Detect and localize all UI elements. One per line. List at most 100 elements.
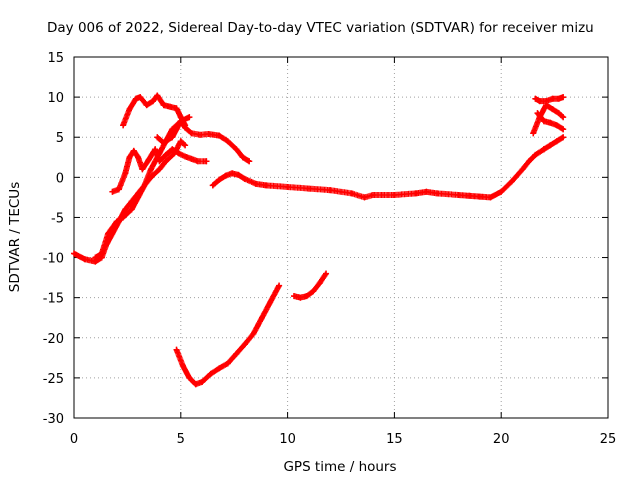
data-point <box>263 182 270 189</box>
data-point <box>109 188 116 195</box>
data-point <box>370 191 377 198</box>
grid <box>74 57 608 418</box>
data-point <box>303 293 310 300</box>
data-point <box>156 166 163 173</box>
x-tick-label: 25 <box>600 432 617 447</box>
data-point <box>169 134 176 141</box>
data-point <box>555 95 562 102</box>
data-point <box>216 365 223 372</box>
data-point <box>246 158 253 165</box>
data-point <box>348 190 355 197</box>
series-markers <box>173 282 283 388</box>
data-point <box>323 270 330 277</box>
x-tick-label: 0 <box>70 432 78 447</box>
data-point <box>152 146 159 153</box>
data-point <box>205 131 212 138</box>
data-point <box>137 94 144 101</box>
series-track-8 <box>532 94 567 105</box>
data-point <box>229 170 236 177</box>
data-point <box>267 298 274 305</box>
x-axis-label: GPS time / hours <box>283 459 396 475</box>
y-tick-label: 15 <box>47 51 64 66</box>
data-point <box>122 170 129 177</box>
data-point <box>316 280 323 287</box>
data-point <box>216 176 223 183</box>
y-tick-label: -10 <box>43 252 64 267</box>
series-track-2 <box>92 114 193 261</box>
data-point <box>162 151 169 158</box>
data-point <box>197 131 204 138</box>
data-point <box>391 191 398 198</box>
data-point <box>120 122 127 129</box>
data-point <box>241 341 248 348</box>
plot-frame <box>73 56 609 419</box>
data-point <box>297 294 304 301</box>
x-tick-label: 20 <box>493 432 510 447</box>
data-point <box>160 139 167 146</box>
data-point <box>188 155 195 162</box>
data-point <box>412 190 419 197</box>
data-point <box>186 374 193 381</box>
data-point <box>71 250 77 257</box>
y-tick-label: -15 <box>43 292 64 307</box>
data-point <box>252 180 259 187</box>
data-point <box>203 158 210 165</box>
data-point <box>179 362 186 369</box>
data-point <box>130 147 137 154</box>
data-point <box>258 314 265 321</box>
data-series <box>71 92 567 388</box>
data-point <box>423 188 430 195</box>
series-markers <box>92 114 193 261</box>
data-point <box>560 126 567 133</box>
data-point <box>241 175 248 182</box>
data-point <box>135 154 142 161</box>
data-point <box>128 206 135 213</box>
data-point <box>466 192 473 199</box>
data-point <box>224 138 231 145</box>
chart-title: Day 006 of 2022, Sidereal Day-to-day VTE… <box>47 20 594 36</box>
series-track-5 <box>154 118 253 165</box>
data-point <box>276 282 283 289</box>
data-point <box>145 156 152 163</box>
data-point <box>98 250 105 257</box>
data-point <box>487 194 494 201</box>
y-tick-label: -30 <box>43 412 64 427</box>
data-point <box>536 98 543 105</box>
data-point <box>182 142 189 149</box>
data-point <box>534 110 541 117</box>
data-point <box>182 153 189 160</box>
data-point <box>105 230 112 237</box>
data-point <box>207 370 214 377</box>
data-point <box>222 172 229 179</box>
data-point <box>126 154 133 161</box>
data-point <box>192 381 199 388</box>
y-axis-label: SDTVAR / TECUs <box>7 182 23 292</box>
data-point <box>175 150 182 157</box>
data-point <box>224 360 231 367</box>
data-point <box>327 187 334 194</box>
data-point <box>540 118 547 125</box>
y-tick-label: -5 <box>51 211 64 226</box>
data-point <box>135 194 142 201</box>
data-point <box>115 186 122 193</box>
data-point <box>81 256 88 263</box>
data-point <box>560 94 567 101</box>
data-point <box>186 114 193 121</box>
data-point <box>122 206 129 213</box>
data-point <box>498 188 505 195</box>
data-point <box>113 218 120 225</box>
data-point <box>233 146 240 153</box>
data-point <box>549 95 556 102</box>
data-point <box>132 95 139 102</box>
data-point <box>543 98 550 105</box>
x-tick-label: 10 <box>279 432 296 447</box>
data-point <box>162 158 169 165</box>
data-point <box>235 171 242 178</box>
data-point <box>361 194 368 201</box>
data-point <box>508 178 515 185</box>
tick-marks <box>73 56 609 419</box>
data-point <box>250 330 257 337</box>
data-point <box>519 166 526 173</box>
data-point <box>209 182 216 189</box>
